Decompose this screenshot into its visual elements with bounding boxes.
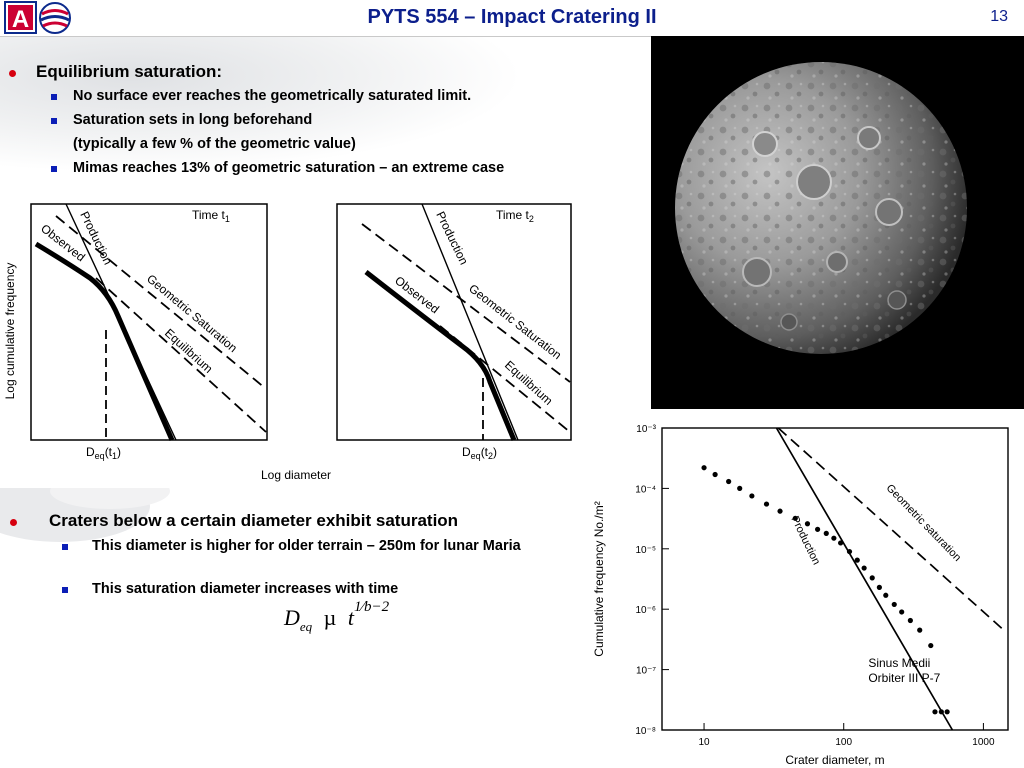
bullet-square: [51, 166, 57, 172]
chart-annotation: Sinus Medii: [868, 656, 930, 670]
data-point: [792, 515, 798, 521]
production-line: [421, 203, 519, 441]
y-tick-label: 10⁻⁶: [635, 605, 656, 616]
eq-base: t: [347, 605, 354, 630]
data-point: [869, 575, 875, 581]
logo-letter: A: [12, 6, 29, 33]
bullet-square: [51, 94, 57, 100]
x-tick-label: 10: [698, 737, 710, 748]
data-point: [726, 478, 732, 485]
panel-time-label: Time t2: [496, 208, 534, 224]
equilibrium-line: [95, 277, 267, 433]
data-point: [883, 592, 889, 598]
chart-annotation: Orbiter III P-7: [868, 671, 940, 685]
eq-lhs-sub: eq: [299, 619, 313, 634]
data-point: [861, 565, 867, 571]
data-point: [737, 485, 743, 491]
data-point: [907, 617, 913, 624]
eq-exp-num: 1: [353, 599, 362, 615]
x-tick-label: 1000: [972, 737, 995, 748]
bullet-square: [51, 118, 57, 124]
chart-ylabel: Cumulative frequency No./m²: [592, 501, 606, 656]
x-tick-label: 100: [835, 737, 852, 748]
y-tick-label: 10⁻⁷: [636, 666, 656, 677]
data-point: [777, 508, 783, 514]
eq-exp-den: b−2: [364, 599, 390, 615]
mimas-image: [651, 36, 1024, 409]
section1-item: No surface ever reaches the geometricall…: [73, 88, 472, 104]
data-point: [891, 601, 897, 608]
panel-time-label: Time t1: [192, 208, 230, 224]
eq-relation: µ: [323, 605, 337, 630]
data-point: [917, 627, 923, 633]
university-logo: A: [4, 1, 72, 35]
data-point: [712, 471, 718, 478]
data-point: [938, 709, 944, 715]
data-point: [814, 526, 821, 532]
chart-frame: [661, 427, 1009, 731]
section2-item: This saturation diameter increases with …: [92, 581, 399, 597]
data-point: [944, 709, 950, 715]
deq-label: Deq(t2): [462, 445, 497, 461]
bullet-square: [62, 587, 68, 593]
data-point: [876, 584, 882, 590]
data-point: [838, 540, 844, 546]
page-number: 13: [990, 8, 1008, 25]
y-tick-label: 10⁻⁸: [635, 726, 656, 737]
section1-item: Mimas reaches 13% of geometric saturatio…: [73, 160, 505, 176]
section2-item: This diameter is higher for older terrai…: [92, 538, 521, 554]
observed-curve: [364, 270, 517, 441]
data-point: [701, 465, 707, 471]
bullet-dot: [10, 519, 17, 526]
geometric-saturation-line: [361, 223, 571, 383]
saturation-schematic: Log cumulative frequency Time t1 Product…: [0, 196, 580, 488]
bullet-square: [62, 544, 68, 550]
section1-item: Saturation sets in long beforehand: [73, 112, 313, 128]
data-point: [749, 493, 755, 499]
chart-xlabel: Crater diameter, m: [785, 753, 884, 767]
y-tick-label: 10⁻⁴: [635, 484, 656, 495]
data-point: [831, 535, 837, 541]
data-point: [804, 521, 811, 527]
data-point: [928, 642, 934, 649]
saturation-equation: Deq µ t1⁄b−2: [284, 599, 389, 634]
y-tick-label: 10⁻⁵: [635, 545, 656, 556]
crater-frequency-chart: 10⁻³ 10⁻⁴ 10⁻⁵ 10⁻⁶ 10⁻⁷ 10⁻⁸ 10 100 1000 Crater …: [590, 412, 1024, 768]
schematic-ylabel: Log cumulative frequency: [3, 263, 17, 400]
y-tick-label: 10⁻³: [636, 424, 656, 435]
bullet-dot: [9, 70, 16, 77]
observed-curve: [34, 241, 175, 441]
schematic-xlabel: Log diameter: [261, 468, 331, 482]
data-point: [823, 530, 829, 536]
data-point: [932, 709, 938, 715]
data-point: [899, 609, 905, 615]
data-point: [854, 557, 860, 563]
slide-title: PYTS 554 – Impact Cratering II: [367, 6, 657, 28]
data-point: [763, 501, 770, 507]
section2-heading: Craters below a certain diameter exhibit…: [49, 511, 459, 530]
slide-header: A PYTS 554 – Impact Cratering II 13: [0, 0, 1024, 37]
eq-exponent: 1⁄b−2: [353, 599, 390, 615]
production-line: [775, 427, 954, 731]
section1-heading: Equilibrium saturation:: [36, 62, 223, 81]
geometric-saturation-line: [55, 215, 266, 389]
section1-item: (typically a few % of the geometric valu…: [73, 136, 356, 152]
eq-lhs: D: [284, 605, 300, 630]
data-point: [846, 548, 853, 555]
deq-label: Deq(t1): [86, 445, 121, 461]
